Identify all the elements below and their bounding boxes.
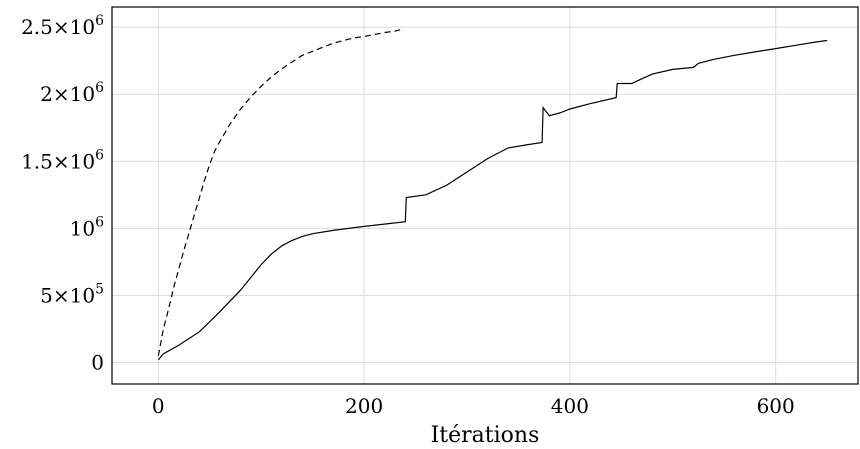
x-tick-label: 400 [551, 394, 589, 418]
x-axis-label: Itérations [431, 423, 540, 448]
plot-frame [111, 6, 859, 385]
y-tick-label: 1.5×106 [21, 147, 104, 173]
series-line-solid [157, 39, 828, 361]
x-tick-label: 200 [345, 394, 383, 418]
x-tick-label: 600 [757, 394, 795, 418]
y-tick-label: 5×105 [40, 281, 104, 307]
y-tick-mantissa: 5×10 [40, 283, 95, 307]
grid [112, 7, 858, 384]
y-tick-label: 2×106 [40, 80, 104, 106]
y-tick-exponent: 6 [95, 214, 104, 230]
y-tick-exponent: 5 [95, 281, 104, 297]
y-tick-mantissa: 1.5×10 [21, 149, 95, 173]
y-tick-mantissa: 10 [70, 216, 95, 240]
y-tick-mantissa: 0 [91, 351, 104, 375]
x-axis-tick-labels: 0 200 400 600 [152, 394, 795, 418]
y-tick-mantissa: 2×10 [40, 82, 95, 106]
y-tick-mantissa: 2.5×10 [21, 15, 95, 39]
y-tick-label: 2.5×106 [21, 13, 104, 39]
y-tick-exponent: 6 [95, 147, 104, 163]
y-tick-exponent: 6 [95, 13, 104, 29]
y-tick-exponent: 6 [95, 80, 104, 96]
y-tick-label: 0 [91, 351, 104, 375]
x-tick-label: 0 [152, 394, 165, 418]
y-tick-label: 106 [70, 214, 104, 240]
series-layer [157, 29, 828, 361]
